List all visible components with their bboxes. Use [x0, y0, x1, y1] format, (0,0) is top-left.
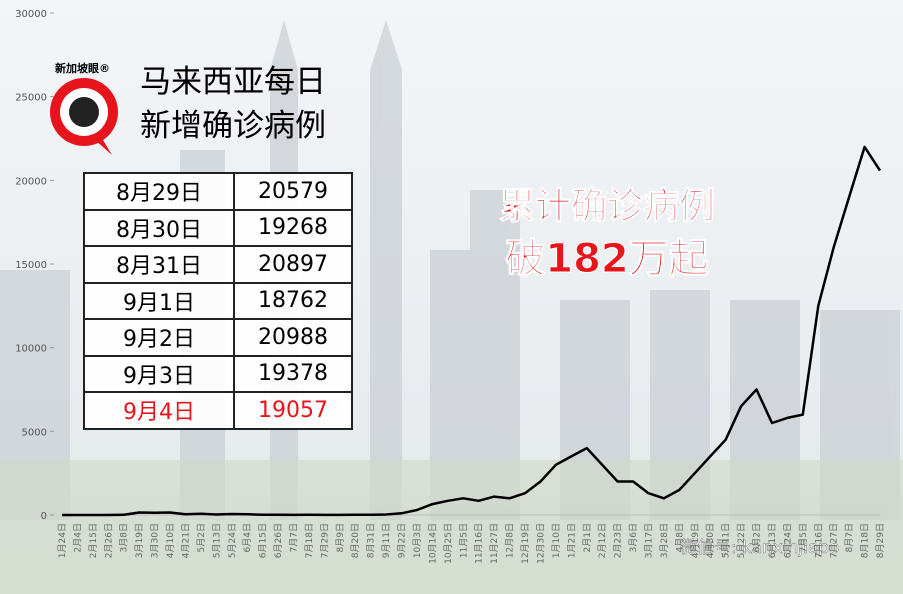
title-line: 新增确诊病例 [140, 108, 326, 144]
x-tick-label: 7月5日 [798, 523, 809, 552]
x-tick-label: 5月2日 [196, 523, 207, 552]
x-tick-label: 5月13日 [211, 523, 222, 558]
x-tick-label: 5月11日 [721, 523, 732, 558]
table-row: 8月30日 19268 [83, 208, 353, 247]
x-tick-label: 8月18日 [860, 523, 871, 558]
y-tick-label: 5000 [22, 427, 47, 438]
date: 9月2日 [83, 318, 235, 357]
x-tick-label: 1月24日 [57, 523, 68, 558]
x-tick-label: 8月29日 [875, 523, 886, 558]
x-tick-label: 7月27日 [829, 523, 840, 558]
x-tick-label: 7月16日 [813, 523, 824, 558]
y-tick-label: 15000 [15, 260, 47, 271]
case-count: 20579 [233, 172, 353, 211]
x-tick-label: 6月24日 [782, 523, 793, 558]
line-series [62, 145, 882, 517]
x-tick-label: 1月21日 [566, 523, 577, 558]
y-tick-label: 20000 [15, 176, 47, 187]
x-tick-label: 3月6日 [628, 523, 639, 552]
y-tick-label: 25000 [15, 93, 47, 104]
table-row: 8月31日 20897 [83, 245, 353, 284]
case-count: 19378 [233, 354, 353, 393]
x-tick-label: 11月5日 [458, 523, 469, 558]
data-table: 8月29日 20579 8月30日 19268 8月31日 20897 9月1日 18762 9… [83, 172, 353, 430]
x-tick-label: 6月2日 [752, 523, 763, 552]
x-tick-label: 6月15日 [258, 523, 269, 558]
x-tick-label: 1月10日 [551, 523, 562, 558]
case-count: 19268 [233, 208, 353, 247]
table-row: 9月1日 18762 [83, 281, 353, 320]
x-tick-label: 2月1日 [582, 523, 593, 552]
x-tick-label: 6月13日 [767, 523, 778, 558]
x-tick-label: 2月4日 [72, 523, 83, 552]
date: 9月3日 [83, 354, 235, 393]
x-tick-label: 8月20日 [350, 523, 361, 558]
x-tick-label: 6月26日 [273, 523, 284, 558]
y-tick-label: 0 [41, 511, 47, 522]
case-count: 19057 [233, 391, 353, 430]
x-tick-label: 4月19日 [690, 523, 701, 558]
x-tick-label: 10月3日 [412, 523, 423, 558]
date: 8月29日 [83, 172, 235, 211]
case-count: 20897 [233, 245, 353, 284]
annotation: 累计确诊病例 [499, 186, 715, 227]
x-tick-label: 2月15日 [88, 523, 99, 558]
y-tick-label: 10000 [15, 344, 47, 355]
x-tick-label: 6月4日 [242, 523, 253, 552]
x-tick-label: 10月25日 [443, 523, 454, 564]
x-tick-label: 4月30日 [705, 523, 716, 558]
table-row: 9月4日 19057 [83, 391, 353, 430]
annotation: 破182万起 [505, 236, 709, 282]
table-row: 8月29日 20579 [83, 172, 353, 211]
x-tick-label: 7月29日 [319, 523, 330, 558]
x-tick-label: 2月12日 [597, 523, 608, 558]
x-tick-label: 7月7日 [289, 523, 300, 552]
case-count: 18762 [233, 281, 353, 320]
x-tick-label: 2月26日 [103, 523, 114, 558]
x-tick-label: 8月7日 [844, 523, 855, 552]
case-count: 20988 [233, 318, 353, 357]
logo: 新加坡眼® [50, 61, 118, 155]
x-tick-label: 8月9日 [335, 523, 346, 552]
x-tick-label: 3月8日 [119, 523, 130, 552]
x-tick-label: 4月10日 [165, 523, 176, 558]
x-tick-label: 4月21日 [180, 523, 191, 558]
x-tick-label: 3月17日 [643, 523, 654, 558]
x-tick-label: 8月31日 [366, 523, 377, 558]
date: 8月30日 [83, 208, 235, 247]
table-row: 9月3日 19378 [83, 354, 353, 393]
y-tick-label: 30000 [15, 9, 47, 20]
table-row: 9月2日 20988 [83, 318, 353, 357]
x-tick-label: 5月24日 [227, 523, 238, 558]
x-tick-label: 3月19日 [134, 523, 145, 558]
date: 9月1日 [83, 281, 235, 320]
x-tick-label: 11月16日 [474, 523, 485, 564]
x-tick-label: 2月23日 [613, 523, 624, 558]
watermark: 微信号: kanxinjiapo [680, 538, 839, 558]
date: 8月31日 [83, 245, 235, 284]
logo-text: 新加坡眼® [55, 61, 110, 75]
x-tick-label: 12月30日 [535, 523, 546, 564]
title-line: 马来西亚每日 [140, 64, 326, 100]
x-tick-label: 9月22日 [397, 523, 408, 558]
x-tick-label: 7月18日 [304, 523, 315, 558]
x-tick-label: 10月14日 [427, 523, 438, 564]
x-tick-label: 3月28日 [659, 523, 670, 558]
x-tick-label: 12月19日 [520, 523, 531, 564]
x-tick-label: 12月8日 [505, 523, 516, 558]
x-tick-label: 4月8日 [674, 523, 685, 552]
x-tick-label: 5月22日 [736, 523, 747, 558]
x-tick-label: 3月30日 [150, 523, 161, 558]
ground [0, 460, 903, 594]
x-tick-label: 9月11日 [381, 523, 392, 558]
x-tick-label: 11月27日 [489, 523, 500, 564]
date: 9月4日 [83, 391, 235, 430]
